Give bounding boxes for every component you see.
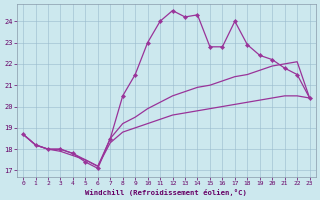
X-axis label: Windchill (Refroidissement éolien,°C): Windchill (Refroidissement éolien,°C) (85, 189, 247, 196)
